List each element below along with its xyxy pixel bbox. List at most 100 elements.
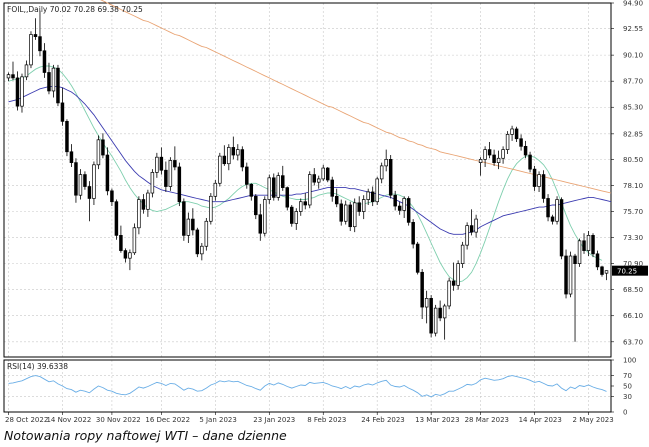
candle-bear [312,168,316,186]
candle-bull [20,73,24,113]
candle-body [348,204,352,228]
candle-bull [263,196,267,237]
candle-body [101,139,105,156]
candle-body [375,178,379,203]
candle-body [186,218,191,236]
price-tick-label: 80.50 [623,156,643,164]
candle-bull [465,222,469,250]
candle-bull [366,188,370,205]
candle-body [281,175,285,188]
candle-bear [339,199,343,226]
candle-bear [60,87,65,126]
candle-body [299,201,303,212]
candle-body [267,177,272,200]
candle-bull [604,270,609,281]
candle-bull [155,152,159,178]
rsi-grid [4,360,611,412]
candle-body [510,128,514,135]
candle-bear [541,170,546,203]
candle-body [393,194,397,207]
candle-bear [523,140,528,159]
candle-bear [290,204,294,227]
candle-body [83,174,87,187]
candle-body [78,174,83,196]
candle-bull [433,304,438,337]
price-tick-label: 68.50 [623,286,643,294]
candle-bull [92,161,96,205]
candle-body [11,74,15,79]
candle-body [591,235,595,255]
candle-bear [532,165,537,191]
candle-bear [357,196,361,216]
candle-bear [231,136,236,160]
candle-body [505,134,510,150]
candle-body [155,156,159,173]
candle-bear [420,269,424,319]
candle-bull [168,157,173,191]
candle-bear [222,145,227,166]
candle-body [388,159,393,196]
candle-bull [447,277,451,310]
candle-body [245,166,249,185]
candle-body [334,195,339,205]
candle-body [397,205,402,211]
candle-bear [74,158,78,203]
candle-bear [582,233,586,254]
candle-bear [42,43,47,78]
candle-body [514,128,519,140]
candle-bear [573,253,577,342]
candle-bull [146,189,150,217]
candle-body [74,162,78,196]
candle-body [159,156,164,171]
candle-bear [415,241,420,275]
candle-bull [308,171,312,209]
candle-bear [406,196,411,226]
candle-bull [361,195,366,220]
candle-bull [501,146,505,164]
rsi-tick-label: 0 [623,409,627,417]
candle-body [146,192,150,210]
price-panel-frame [3,2,612,358]
candle-bear [33,18,38,40]
candle-body [577,240,582,264]
candle-body [222,155,227,165]
candle-bear [65,119,69,157]
candle-body [60,102,65,122]
candle-body [604,270,609,274]
candle-body [537,174,541,187]
candle-body [451,280,456,286]
candle-bear [105,147,110,196]
candle-bull [204,218,209,251]
candle-bull [128,249,132,271]
candle-bear [177,162,182,207]
candle-body [236,149,240,156]
rsi-tick-label: 100 [623,357,636,365]
price-tick-label: 73.30 [623,234,643,242]
candle-bull [460,241,465,268]
candle-bear [254,194,258,220]
candle-bear [83,171,87,190]
candle-body [272,177,276,198]
candle-body [357,202,361,212]
candle-body [366,191,370,200]
candle-bear [595,250,600,271]
candle-bull [555,196,559,225]
candle-body [532,168,537,187]
candle-bear [411,219,415,249]
candle-bear [492,149,496,166]
candle-bull [29,31,33,69]
chart-caption: Notowania ropy naftowej WTI – dane dzien… [4,428,287,443]
candle-body [200,245,204,255]
candle-bull [267,174,272,204]
candle-bear [564,249,568,299]
candle-bear [325,166,330,183]
candle-body [528,154,532,170]
candle-body [339,203,343,222]
candle-body [483,149,487,160]
candle-body [177,166,182,203]
candle-bear [159,147,164,175]
candle-bull [577,238,582,267]
rsi-tick-label: 30 [623,393,632,401]
moving-average-line [8,65,603,283]
candle-bull [352,198,357,233]
